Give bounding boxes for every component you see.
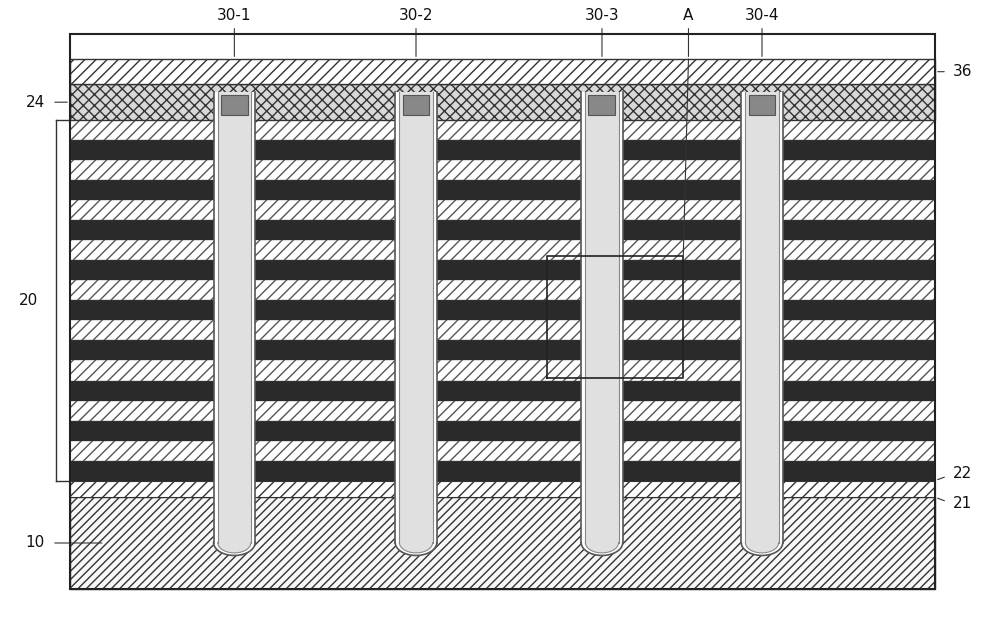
Bar xyxy=(70,480,935,497)
Bar xyxy=(395,92,437,543)
Bar xyxy=(70,120,935,140)
Wedge shape xyxy=(585,543,619,553)
Bar xyxy=(214,92,255,543)
Bar xyxy=(70,497,935,589)
Bar xyxy=(218,92,251,543)
Wedge shape xyxy=(745,543,779,553)
Wedge shape xyxy=(581,543,623,556)
Text: 20: 20 xyxy=(19,293,38,308)
Text: 30-2: 30-2 xyxy=(399,8,433,57)
Text: 22: 22 xyxy=(953,467,972,482)
Bar xyxy=(741,92,783,543)
Bar xyxy=(70,460,935,480)
Text: 10: 10 xyxy=(26,536,45,551)
Wedge shape xyxy=(395,543,437,556)
Bar xyxy=(70,401,935,421)
Text: 24: 24 xyxy=(26,95,45,110)
Bar xyxy=(581,92,623,543)
Bar xyxy=(70,59,935,84)
Bar xyxy=(70,361,935,381)
Bar xyxy=(70,180,935,201)
Bar xyxy=(70,340,935,361)
Bar xyxy=(585,92,619,543)
Bar xyxy=(70,421,935,440)
Bar xyxy=(588,95,615,115)
Text: 30-4: 30-4 xyxy=(745,8,779,57)
Bar xyxy=(399,92,433,543)
Text: 30-3: 30-3 xyxy=(585,8,619,57)
Wedge shape xyxy=(741,543,783,556)
Bar xyxy=(70,160,935,180)
Bar xyxy=(70,440,935,460)
Bar xyxy=(403,95,429,115)
Bar xyxy=(70,221,935,240)
Text: 21: 21 xyxy=(953,497,972,511)
Wedge shape xyxy=(399,543,433,553)
Bar xyxy=(749,95,775,115)
Bar xyxy=(70,280,935,300)
Bar xyxy=(70,260,935,280)
Bar xyxy=(70,140,935,160)
Bar xyxy=(70,84,935,120)
Bar xyxy=(70,320,935,340)
Wedge shape xyxy=(218,543,251,553)
Bar xyxy=(70,381,935,401)
Wedge shape xyxy=(214,543,255,556)
Bar xyxy=(70,240,935,260)
Bar xyxy=(745,92,779,543)
Text: 30-1: 30-1 xyxy=(217,8,252,57)
Text: A: A xyxy=(683,8,694,57)
Bar xyxy=(70,201,935,221)
Text: 36: 36 xyxy=(953,64,973,79)
Bar xyxy=(70,300,935,320)
Bar xyxy=(221,95,248,115)
Bar xyxy=(70,34,935,589)
